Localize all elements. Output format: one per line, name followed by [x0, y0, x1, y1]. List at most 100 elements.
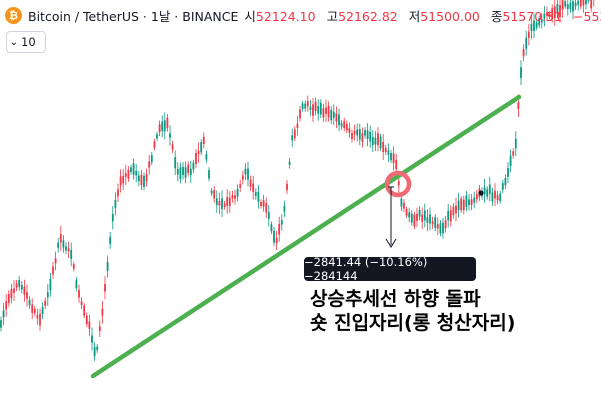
marker-dot	[478, 190, 484, 196]
candle-body	[499, 193, 502, 202]
candle-body	[15, 283, 18, 288]
ohlc-values: 시52124.10 고52162.82 저51500.00 종51570.51 …	[244, 6, 601, 25]
candle-body	[200, 142, 203, 153]
volume-selector[interactable]: ⌄ 10	[6, 31, 46, 53]
candle-body	[101, 308, 104, 316]
candle-body	[340, 123, 343, 127]
candle-body	[265, 203, 268, 213]
candle-body	[416, 213, 418, 221]
candle-body	[444, 220, 447, 229]
candle-body	[278, 223, 281, 235]
candle-body	[501, 183, 504, 190]
candle-body	[527, 31, 530, 38]
candle-body	[296, 123, 299, 128]
candle-body	[535, 22, 538, 28]
candle-body	[382, 141, 385, 153]
candle-body	[345, 123, 348, 131]
candle-body	[98, 326, 101, 332]
candle-body	[275, 237, 278, 244]
candle-body	[23, 286, 26, 295]
candle-body	[286, 183, 288, 191]
candle-body	[447, 211, 450, 221]
candle-body	[111, 213, 114, 222]
candle-body	[418, 209, 421, 217]
candle-body	[221, 198, 223, 210]
candle-body	[377, 133, 379, 146]
candle-body	[132, 163, 135, 175]
candle-body	[486, 189, 489, 197]
candle-body	[257, 191, 260, 202]
volume-value: 10	[21, 35, 36, 49]
candle-body	[49, 279, 52, 291]
candle-body	[247, 168, 249, 180]
candle-body	[504, 177, 507, 186]
candle-body	[343, 120, 346, 129]
candle-body	[80, 301, 83, 305]
candle-body	[509, 155, 512, 167]
candle-body	[338, 114, 340, 126]
candle-body	[330, 109, 333, 121]
candle-body	[439, 223, 442, 234]
candle-body	[384, 148, 387, 152]
symbol-title[interactable]: Bitcoin / TetherUS · 1날 · BINANCE	[28, 8, 239, 24]
candle-body	[140, 174, 143, 186]
chevron-down-icon[interactable]: ⌄	[9, 36, 19, 48]
candle-body	[179, 167, 182, 179]
candle-body	[483, 187, 486, 195]
candle-body	[369, 132, 372, 142]
candle-body	[72, 264, 75, 269]
candle-body	[187, 164, 190, 174]
candle-body	[465, 195, 468, 207]
candle-body	[143, 175, 145, 187]
candle-body	[119, 176, 122, 186]
candle-body	[317, 106, 320, 114]
candle-body	[137, 175, 140, 182]
candle-body	[553, 6, 556, 19]
candle-body	[551, 8, 554, 20]
candle-body	[70, 249, 73, 259]
low-value: 51500.00	[420, 8, 480, 24]
candle-body	[569, 2, 572, 9]
candle-body	[57, 242, 60, 248]
candle-body	[283, 205, 286, 212]
candle-body	[533, 20, 535, 32]
candle-body	[291, 135, 294, 141]
candle-body	[174, 157, 177, 169]
candle-body	[234, 195, 236, 199]
candle-body	[410, 213, 413, 223]
candle-body	[540, 19, 543, 23]
candle-body	[590, 0, 593, 9]
candle-body	[33, 308, 36, 314]
candle-body	[226, 197, 229, 206]
candle-body	[587, 0, 590, 1]
candle-body	[244, 168, 247, 175]
candle-body	[520, 67, 522, 79]
candle-body	[208, 170, 210, 179]
candle-body	[327, 105, 330, 118]
candle-body	[387, 150, 390, 155]
candle-body	[525, 37, 528, 49]
candle-body	[65, 246, 67, 251]
candle-body	[158, 124, 161, 133]
candle-body	[218, 200, 221, 206]
uptrend-line[interactable]	[90, 94, 522, 379]
candle-body	[78, 289, 80, 298]
candle-body	[130, 167, 132, 173]
candle-body	[273, 230, 275, 243]
candle-body	[171, 144, 174, 150]
candle-body	[475, 194, 478, 200]
candle-body	[213, 190, 216, 199]
candle-body	[189, 168, 192, 176]
candle-body	[392, 153, 395, 164]
candle-body	[20, 285, 23, 290]
candle-body	[54, 258, 57, 264]
candle-body	[127, 169, 130, 179]
candle-body	[332, 111, 335, 118]
candle-body	[538, 18, 541, 26]
candle-body	[390, 153, 392, 161]
candle-body	[306, 101, 309, 107]
candle-body	[96, 346, 99, 351]
candle-body	[252, 183, 255, 193]
candle-body	[366, 130, 369, 140]
